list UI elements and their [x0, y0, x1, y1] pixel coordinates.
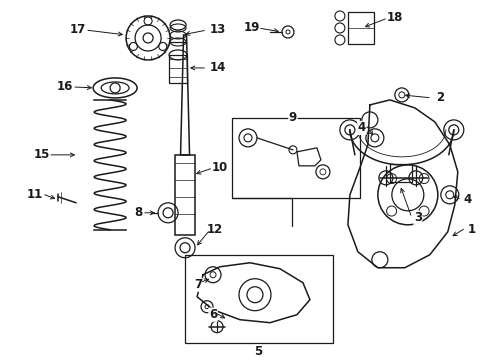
Bar — [347, 12, 373, 44]
Text: 9: 9 — [288, 111, 297, 125]
Text: 16: 16 — [57, 80, 73, 93]
Text: 17: 17 — [70, 23, 86, 36]
Text: 14: 14 — [209, 62, 226, 75]
Bar — [231, 118, 359, 198]
Text: 15: 15 — [34, 148, 50, 161]
Text: 11: 11 — [27, 188, 43, 201]
Text: 4: 4 — [463, 193, 471, 206]
Text: 8: 8 — [134, 206, 142, 219]
Bar — [184, 255, 332, 343]
Text: 6: 6 — [208, 308, 217, 321]
Text: 1: 1 — [467, 223, 475, 236]
Text: 7: 7 — [194, 278, 202, 291]
Text: 5: 5 — [253, 345, 262, 358]
Text: 13: 13 — [209, 23, 225, 36]
Text: 19: 19 — [244, 22, 260, 35]
Text: 10: 10 — [211, 161, 228, 174]
Text: 3: 3 — [413, 211, 421, 224]
Bar — [169, 55, 187, 83]
Bar — [175, 155, 195, 235]
Text: 2: 2 — [435, 91, 443, 104]
Text: 4: 4 — [357, 121, 365, 134]
Text: 18: 18 — [386, 12, 402, 24]
Bar — [389, 164, 411, 182]
Text: 12: 12 — [206, 223, 223, 236]
